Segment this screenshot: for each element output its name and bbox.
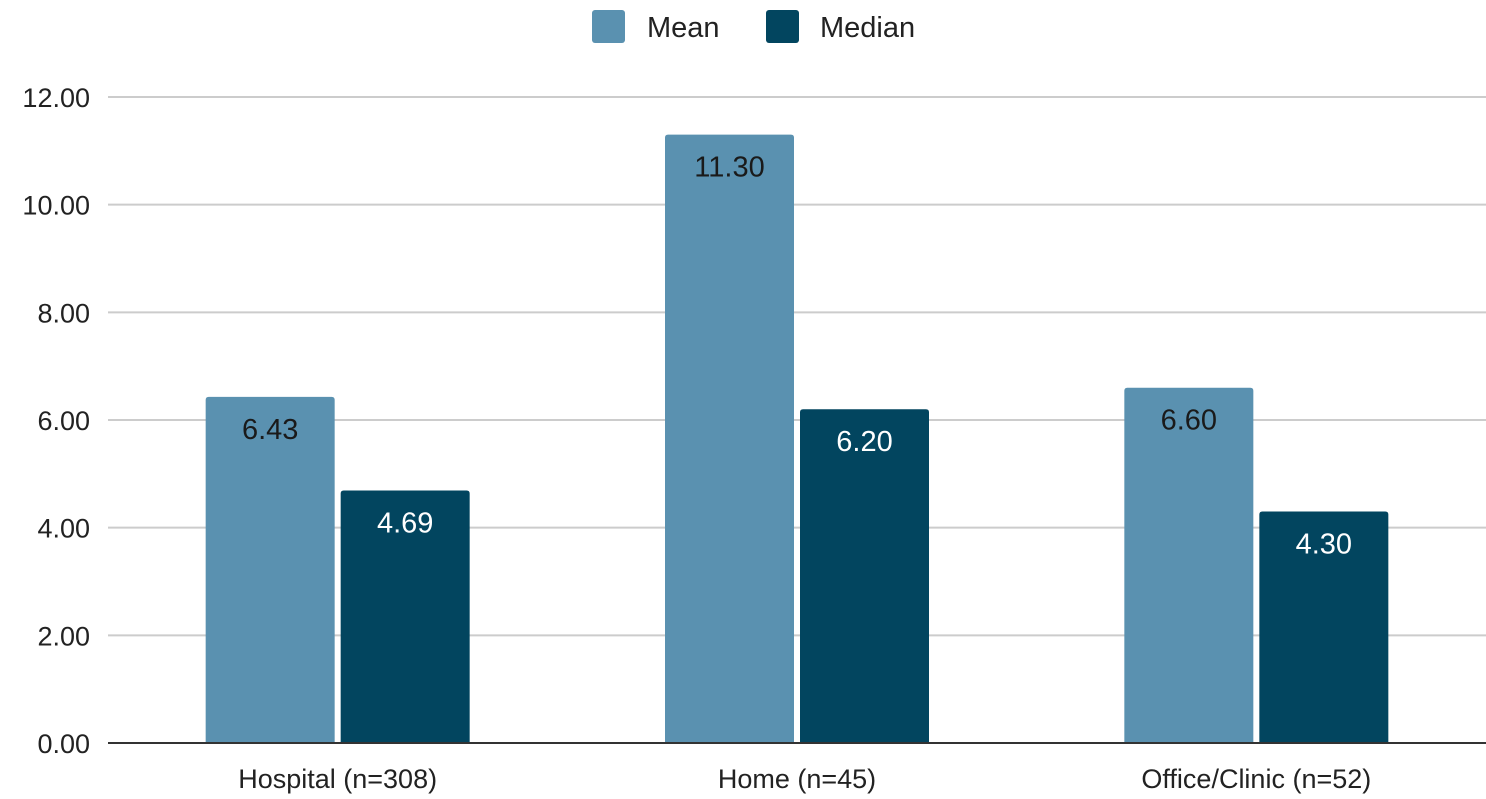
bar-median-office-clinic-n-52 xyxy=(1259,511,1389,743)
y-tick-label: 0.00 xyxy=(37,729,90,759)
x-category-label: Hospital (n=308) xyxy=(238,764,437,794)
y-tick-label: 8.00 xyxy=(37,298,90,328)
x-axis-categories: Hospital (n=308) Home (n=45) Office/Clinic… xyxy=(238,764,1371,794)
legend-label-median: Median xyxy=(820,12,915,44)
data-label-median-home-n-45: 6.20 xyxy=(836,426,892,458)
legend-label-mean: Mean xyxy=(647,12,720,44)
bar-mean-office-clinic-n-52 xyxy=(1124,387,1254,743)
gridlines xyxy=(108,96,1486,637)
bar-mean-hospital-n-308 xyxy=(205,396,335,743)
data-label-mean-hospital-n-308: 6.43 xyxy=(242,414,298,446)
bars xyxy=(205,134,1389,743)
data-label-median-hospital-n-308: 4.69 xyxy=(377,508,433,540)
legend-swatch-median xyxy=(766,10,799,43)
x-category-label: Home (n=45) xyxy=(718,764,876,794)
data-label-mean-office-clinic-n-52: 6.60 xyxy=(1161,405,1217,437)
bar-mean-home-n-45 xyxy=(665,134,794,743)
y-tick-label: 2.00 xyxy=(37,621,90,651)
data-label-mean-home-n-45: 11.30 xyxy=(694,152,764,184)
data-label-median-office-clinic-n-52: 4.30 xyxy=(1296,529,1352,561)
y-tick-label: 12.00 xyxy=(22,83,90,113)
bar-median-hospital-n-308 xyxy=(340,490,470,743)
x-category-label: Office/Clinic (n=52) xyxy=(1141,764,1371,794)
y-tick-label: 4.00 xyxy=(37,514,90,544)
y-axis-ticks: 0.00 2.00 4.00 6.00 8.00 10.00 12.00 xyxy=(22,83,90,759)
data-labels: 6.43 4.69 11.30 6.20 6.60 4.30 xyxy=(242,152,1352,561)
legend: Mean Median xyxy=(592,10,915,44)
y-tick-label: 10.00 xyxy=(22,191,90,221)
y-tick-label: 6.00 xyxy=(37,406,90,436)
bar-median-home-n-45 xyxy=(800,409,929,743)
legend-swatch-mean xyxy=(592,10,625,43)
